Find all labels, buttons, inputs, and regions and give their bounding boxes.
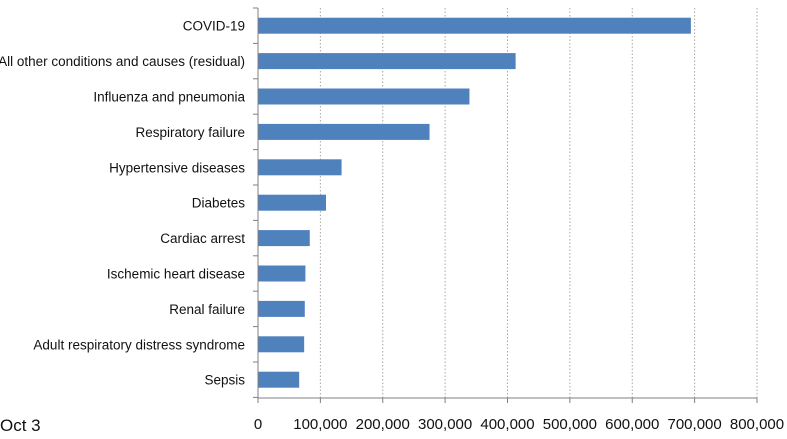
bar (258, 300, 305, 317)
category-label: Diabetes (192, 196, 246, 211)
bar (258, 159, 342, 176)
bar (258, 194, 326, 211)
bar (258, 336, 305, 353)
x-tick-label: 500,000 (543, 416, 597, 433)
category-label: Ischemic heart disease (107, 267, 245, 282)
bar (258, 371, 300, 388)
bar (258, 53, 516, 70)
x-tick-label: 300,000 (418, 416, 472, 433)
category-label: COVID-19 (183, 19, 245, 34)
bar (258, 265, 306, 282)
category-label: Respiratory failure (135, 125, 245, 140)
category-label: Cardiac arrest (160, 231, 245, 246)
category-label: Adult respiratory distress syndrome (33, 337, 245, 352)
axes (253, 7, 758, 403)
bar (258, 88, 470, 105)
bar (258, 230, 310, 247)
category-label: Influenza and pneumonia (93, 90, 245, 105)
category-label: All other conditions and causes (residua… (0, 54, 245, 69)
bar (258, 17, 691, 34)
x-tick-label: 200,000 (356, 416, 410, 433)
x-tick-label: 400,000 (480, 416, 534, 433)
x-tick-label: 100,000 (293, 416, 347, 433)
x-tick-label: 0 (254, 416, 262, 433)
x-tick-label: 700,000 (668, 416, 722, 433)
bar (258, 123, 430, 140)
category-label: Renal failure (169, 302, 245, 317)
x-tick-labels: 0 100,000 200,000 300,000 400,000 500,000 600,… (254, 416, 784, 433)
category-label: Hypertensive diseases (109, 160, 245, 175)
category-labels: COVID-19 All other conditions and causes … (0, 19, 245, 388)
date-note: Oct 3 (0, 416, 41, 435)
category-label: Sepsis (204, 373, 245, 388)
bars (258, 17, 691, 388)
x-tick-label: 800,000 (730, 416, 784, 433)
x-tick-label: 600,000 (605, 416, 659, 433)
